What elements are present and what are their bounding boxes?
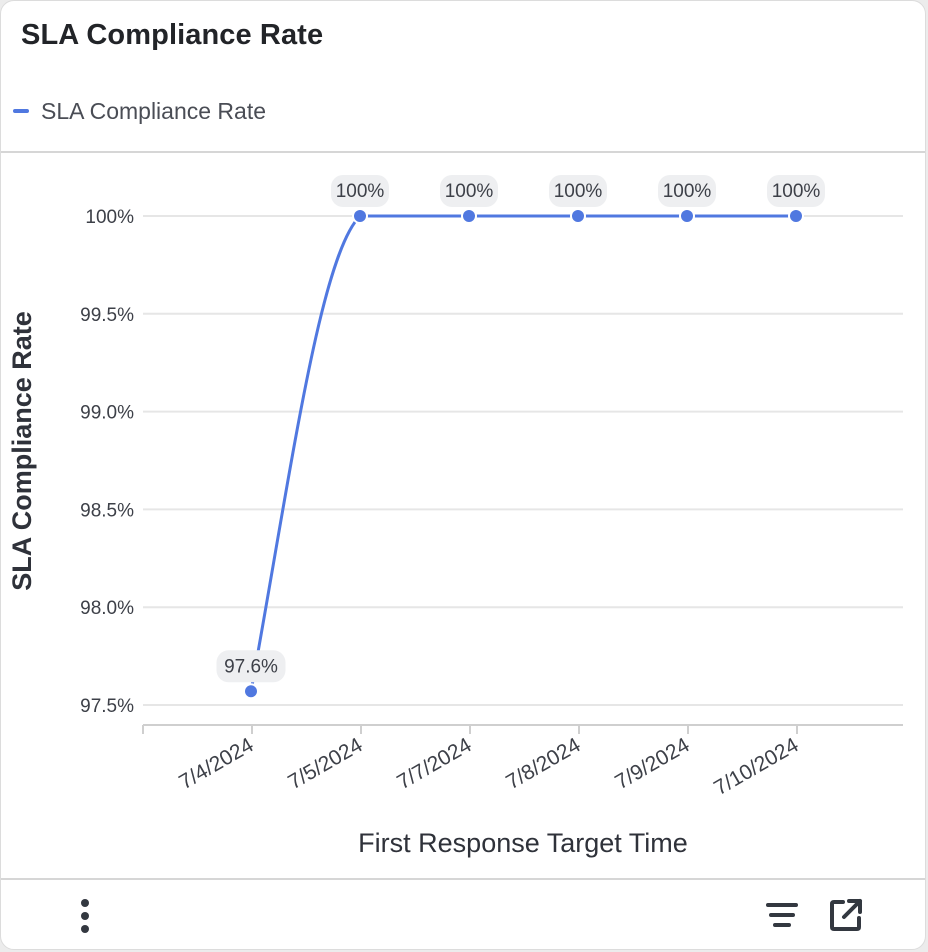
x-tick-label: 7/10/2024 [710, 733, 803, 800]
filter-button[interactable] [761, 895, 803, 935]
data-label: 100% [663, 181, 712, 202]
y-tick-label: 98.5% [80, 500, 134, 521]
open-external-button[interactable] [825, 893, 867, 937]
data-label-bg [440, 175, 498, 207]
y-tick-label: 98.0% [80, 598, 134, 619]
data-label: 100% [336, 181, 385, 202]
data-label-bg [767, 175, 825, 207]
data-point [790, 210, 802, 222]
x-tick-label: 7/8/2024 [502, 733, 585, 794]
legend-label: SLA Compliance Rate [41, 97, 267, 124]
widget-title: SLA Compliance Rate [21, 19, 324, 51]
y-axis-title: SLA Compliance Rate [7, 311, 37, 591]
more-options-button[interactable] [67, 893, 103, 939]
data-label-bg [216, 650, 286, 683]
external-link-icon [830, 899, 862, 931]
y-tick-label: 97.5% [80, 696, 134, 717]
data-point [354, 210, 366, 222]
data-point [245, 685, 257, 698]
data-label: 100% [554, 181, 603, 202]
data-label-bg [658, 175, 716, 207]
series-line [249, 214, 796, 692]
filter-lines-icon [766, 903, 798, 927]
data-label: 100% [772, 181, 821, 202]
data-label: 97.6% [224, 656, 278, 677]
legend[interactable]: SLA Compliance Rate [13, 97, 266, 125]
header-divider [1, 151, 925, 153]
y-tick-label: 99.5% [80, 305, 134, 326]
x-axis-title: First Response Target Time [358, 828, 688, 858]
x-tick-label: 7/7/2024 [393, 733, 476, 794]
y-tick-label: 99.0% [80, 403, 134, 424]
data-point [572, 210, 584, 222]
x-tick-label: 7/9/2024 [611, 733, 694, 794]
data-label: 100% [445, 181, 494, 202]
legend-swatch [13, 109, 29, 113]
data-label-bg [549, 175, 607, 207]
more-vertical-icon [81, 899, 89, 933]
y-tick-label: 100% [85, 207, 134, 228]
footer-divider [1, 878, 925, 880]
data-label-bg [331, 175, 389, 207]
x-tick-label: 7/4/2024 [175, 733, 258, 794]
x-tick-label: 7/5/2024 [284, 733, 367, 794]
line-chart: 97.5% 98.0% 98.5% 99.0% 99.5% 100% 7/4/2024 7/5… [7, 175, 903, 858]
data-point [681, 210, 693, 222]
data-point [463, 210, 475, 222]
